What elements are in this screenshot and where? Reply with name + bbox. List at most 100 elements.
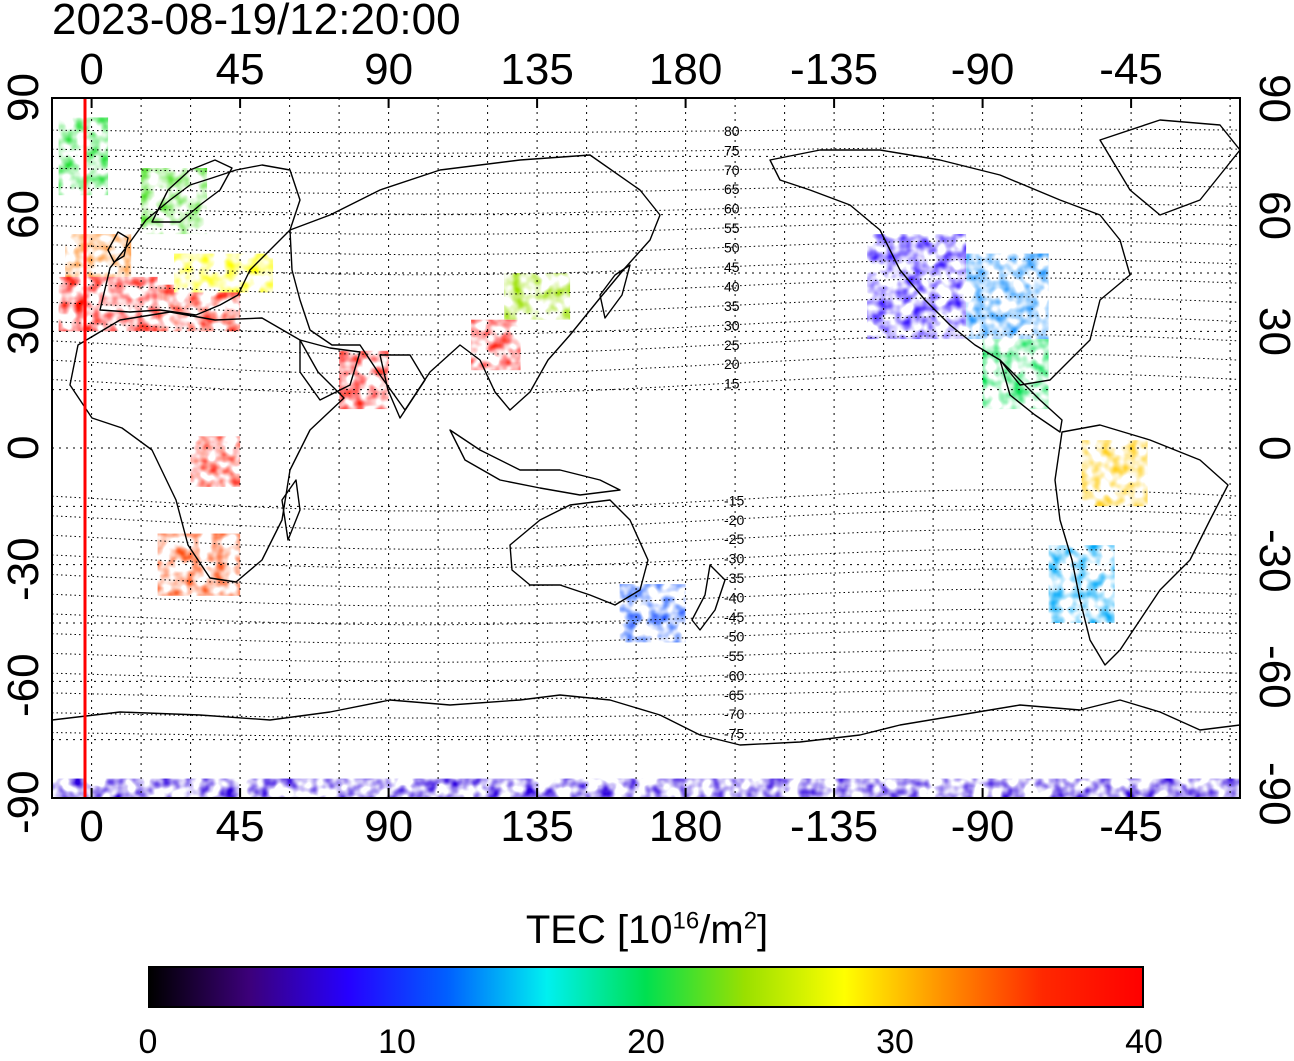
- tec-heatmap-layer: [52, 117, 1240, 798]
- lat-tick-left: 30: [0, 306, 48, 356]
- coast-indonesia: [449, 429, 621, 496]
- coast-greenland: [1099, 119, 1240, 216]
- contour-line: [52, 147, 1240, 154]
- contour-label: -60: [724, 667, 744, 683]
- colorbar-label: TEC [1016/m2]: [0, 906, 1294, 954]
- contour-line: [52, 334, 1240, 356]
- contour-line: [52, 372, 1240, 395]
- coast-europe: [99, 164, 301, 316]
- colorbar-label-exp2: 2: [743, 907, 758, 935]
- lat-tick-left: 90: [0, 73, 48, 122]
- lat-tick-left: 0: [0, 435, 48, 460]
- lon-tick-bottom: 0: [79, 802, 104, 851]
- contour-line: [52, 669, 1240, 682]
- lat-tick-left: -60: [0, 653, 48, 718]
- coast-japan: [599, 264, 631, 319]
- tec-region: [339, 350, 389, 410]
- contour-label: -25: [724, 531, 744, 547]
- lat-tick-left: 60: [0, 189, 48, 239]
- lat-tick-right: -30: [1250, 528, 1294, 593]
- contour-line: [52, 296, 1240, 316]
- contour-label: -70: [724, 706, 744, 722]
- contour-label: -65: [724, 687, 744, 703]
- lon-tick-bottom: 45: [215, 802, 265, 851]
- contour-line: [52, 258, 1240, 276]
- coast-india: [379, 354, 426, 419]
- contour-label: 40: [724, 278, 740, 294]
- lat-tick-right: 90: [1250, 74, 1294, 123]
- colorbar-label-mid: /m: [699, 908, 744, 952]
- coast-madagascar: [281, 479, 301, 541]
- contour-label: 15: [724, 376, 740, 392]
- coast-asia: [289, 154, 661, 411]
- contour-label: 70: [724, 162, 740, 178]
- contour-label: -45: [724, 609, 744, 625]
- lat-tick-left: -90: [0, 770, 48, 834]
- contour-line: [52, 608, 1240, 626]
- contour-label: 35: [724, 298, 740, 314]
- contour-line: [52, 277, 1240, 296]
- lat-tick-right: 0: [1250, 436, 1294, 460]
- lon-tick-top: 135: [500, 45, 574, 94]
- lon-tick-bottom: -135: [790, 802, 879, 851]
- lat-tick-right: -90: [1250, 762, 1294, 826]
- lat-tick-right: 30: [1250, 307, 1294, 357]
- contour-label: -40: [724, 590, 744, 606]
- lon-tick-bottom: -45: [1099, 802, 1163, 851]
- contour-line: [52, 165, 1240, 174]
- tec-region: [174, 253, 274, 293]
- contour-line: [52, 689, 1240, 700]
- lat-tick-left: -30: [0, 537, 48, 601]
- tec-region: [52, 778, 1240, 798]
- contour-label: 50: [724, 240, 740, 256]
- contour-line: [52, 489, 1240, 512]
- coast-south-america: [1054, 424, 1229, 666]
- colorbar-label-exp1: 16: [672, 907, 700, 935]
- tec-region: [1048, 545, 1115, 623]
- contour-label: 60: [724, 201, 740, 217]
- contour-line: [52, 202, 1240, 215]
- colorbar-tick-label: 40: [1125, 1023, 1163, 1061]
- contour-line: [52, 528, 1240, 550]
- contour-line: [52, 128, 1240, 134]
- contour-line: [52, 221, 1240, 235]
- magnetic-latitude-contours: 80 75 70 65 60 55 50 45 40 35 30 25 20 15 -15 -20 -25 -30…: [52, 123, 1240, 742]
- contour-label: 55: [724, 220, 740, 236]
- lon-tick-bottom: -90: [950, 802, 1015, 851]
- colorbar-tick-label: 30: [876, 1023, 914, 1061]
- contour-line: [52, 568, 1240, 588]
- contour-line: [52, 508, 1240, 531]
- tec-region: [966, 253, 1049, 340]
- lat-tick-right: 60: [1250, 190, 1294, 240]
- coast-central-america: [999, 359, 1063, 433]
- contour-line: [52, 548, 1240, 569]
- colorbar-tick-label: 10: [378, 1023, 416, 1061]
- contour-line: [52, 353, 1240, 376]
- contour-label: 65: [724, 181, 740, 197]
- lon-tick-bottom: 90: [364, 802, 414, 851]
- lon-tick-top: 0: [79, 45, 104, 94]
- tec-region: [58, 276, 158, 332]
- colorbar: [148, 966, 1144, 1008]
- tec-region: [65, 234, 132, 285]
- coast-uk: [107, 231, 129, 263]
- lon-tick-top: -90: [950, 45, 1015, 94]
- tec-region: [141, 168, 208, 235]
- lon-tick-top: 180: [648, 45, 723, 94]
- contour-label: -20: [724, 512, 744, 528]
- contour-line: [52, 730, 1240, 737]
- lon-tick-bottom: 135: [500, 802, 574, 851]
- colorbar-label-prefix: TEC [10: [525, 908, 673, 952]
- contour-label: 45: [724, 259, 740, 275]
- contour-line: [52, 588, 1240, 607]
- plot-frame: [51, 97, 1241, 799]
- lon-tick-bottom: 180: [648, 802, 723, 851]
- map-title: 2023-08-19/12:20:00: [52, 0, 461, 44]
- contour-line: [52, 184, 1240, 195]
- tec-region: [1081, 440, 1148, 507]
- contour-label: 75: [724, 142, 740, 158]
- lon-tick-top: -45: [1099, 45, 1163, 94]
- coast-scandinavia: [151, 159, 233, 223]
- contour-line: [52, 315, 1240, 336]
